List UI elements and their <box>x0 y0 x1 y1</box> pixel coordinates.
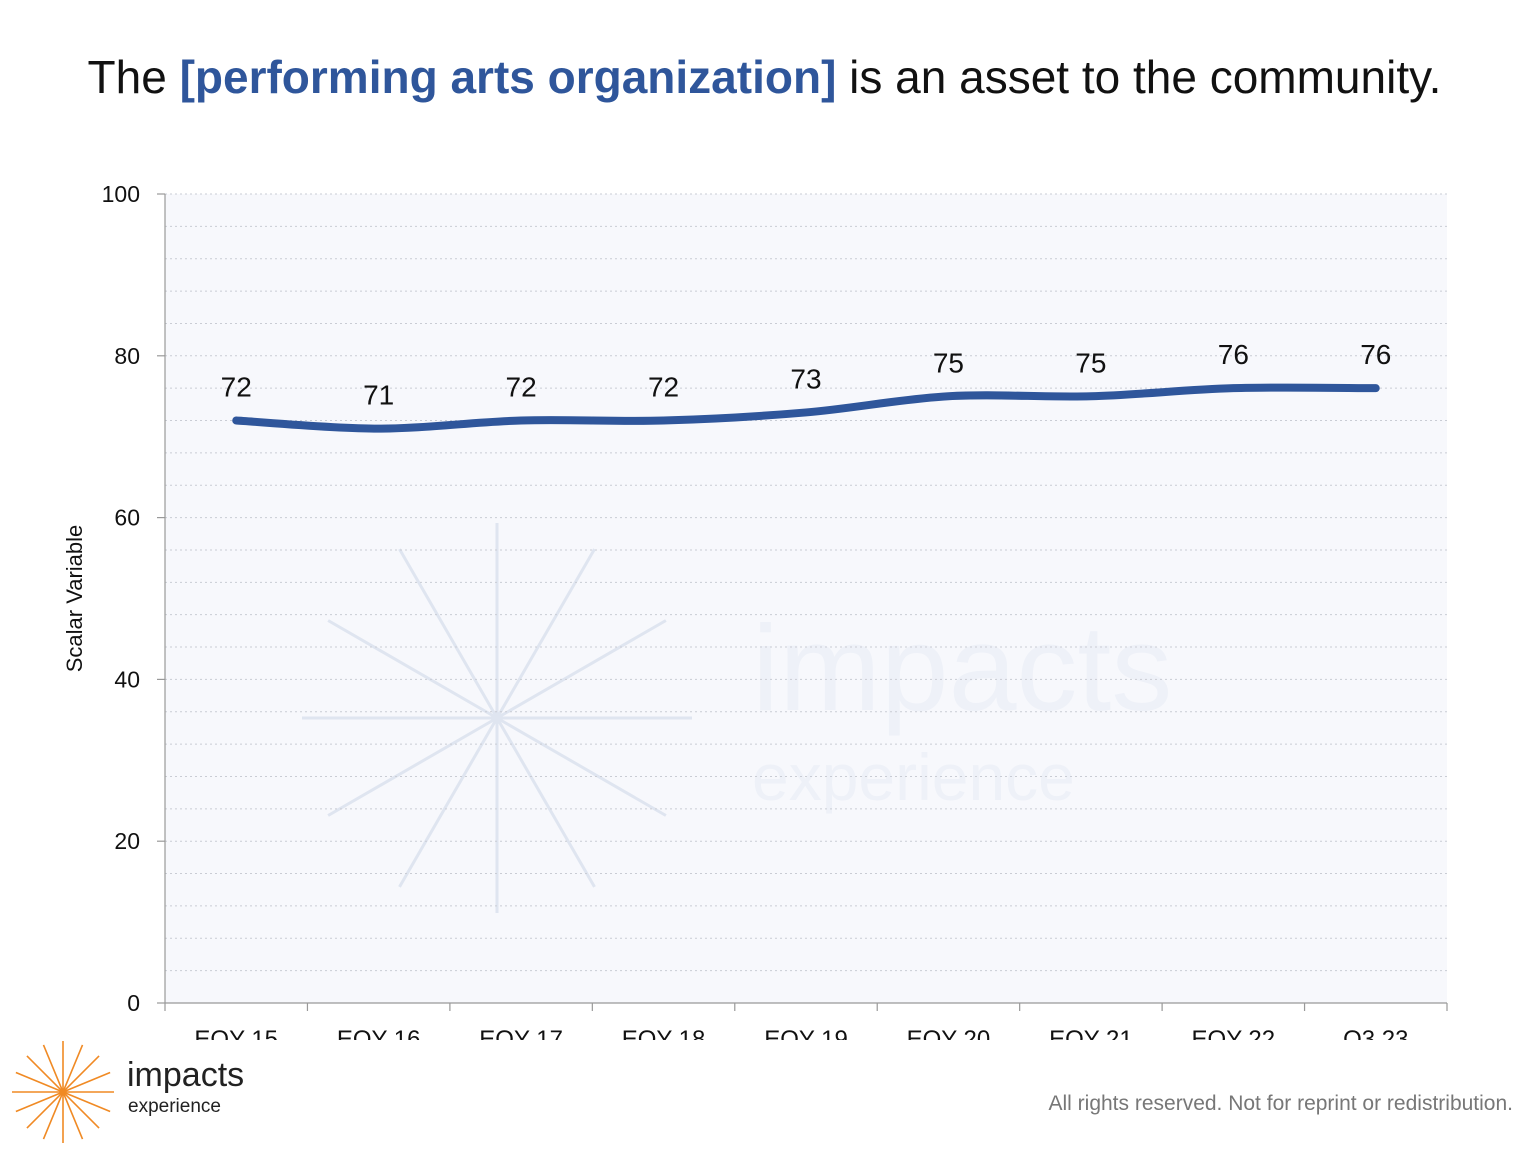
logo-sub: experience <box>128 1096 221 1117</box>
title-highlight: [performing arts organization] <box>179 51 837 103</box>
logo-word: impacts <box>127 1056 245 1094</box>
data-label: 72 <box>221 372 252 403</box>
plot-area <box>165 194 1447 1003</box>
x-tick-label: EOY 20 <box>907 1026 991 1040</box>
data-label: 73 <box>790 363 821 394</box>
watermark-sub: experience <box>752 740 1075 814</box>
data-label: 75 <box>1075 347 1106 378</box>
y-axis-label: Scalar Variable <box>62 525 87 673</box>
y-tick-label: 100 <box>102 181 140 207</box>
watermark-word: impacts <box>752 600 1172 736</box>
copyright-notice: All rights reserved. Not for reprint or … <box>1048 1092 1513 1115</box>
x-tick-label: Q3 23 <box>1343 1026 1408 1040</box>
x-tick-label: EOY 16 <box>337 1026 421 1040</box>
y-tick-label: 40 <box>114 666 140 692</box>
series-line <box>232 383 1380 433</box>
watermark-ray <box>327 619 667 817</box>
x-tick-label: EOY 19 <box>764 1026 848 1040</box>
starburst-icon <box>12 1041 114 1143</box>
data-label: 76 <box>1218 339 1249 370</box>
title-suffix: is an asset to the community. <box>836 51 1442 103</box>
data-label: 72 <box>648 372 679 403</box>
y-tick-label: 0 <box>127 990 140 1016</box>
impacts-logo: impacts experience <box>10 1040 270 1145</box>
logo-ray <box>15 1071 111 1113</box>
y-tick-label: 80 <box>114 343 140 369</box>
x-tick-label: EOY 17 <box>479 1026 563 1040</box>
title-prefix: The <box>87 51 180 103</box>
y-tick-label: 20 <box>114 828 140 854</box>
x-tick-label: EOY 18 <box>622 1026 706 1040</box>
data-label: 76 <box>1360 339 1391 370</box>
y-tick-label: 60 <box>114 505 140 531</box>
data-label: 72 <box>506 372 537 403</box>
watermark-starburst-icon <box>302 523 692 913</box>
x-tick-label: EOY 22 <box>1192 1026 1276 1040</box>
data-label: 75 <box>933 347 964 378</box>
x-tick-label: EOY 15 <box>194 1026 278 1040</box>
chart-title: The [performing arts organization] is an… <box>0 50 1529 104</box>
x-tick-label: EOY 21 <box>1049 1026 1133 1040</box>
data-label: 71 <box>363 380 394 411</box>
